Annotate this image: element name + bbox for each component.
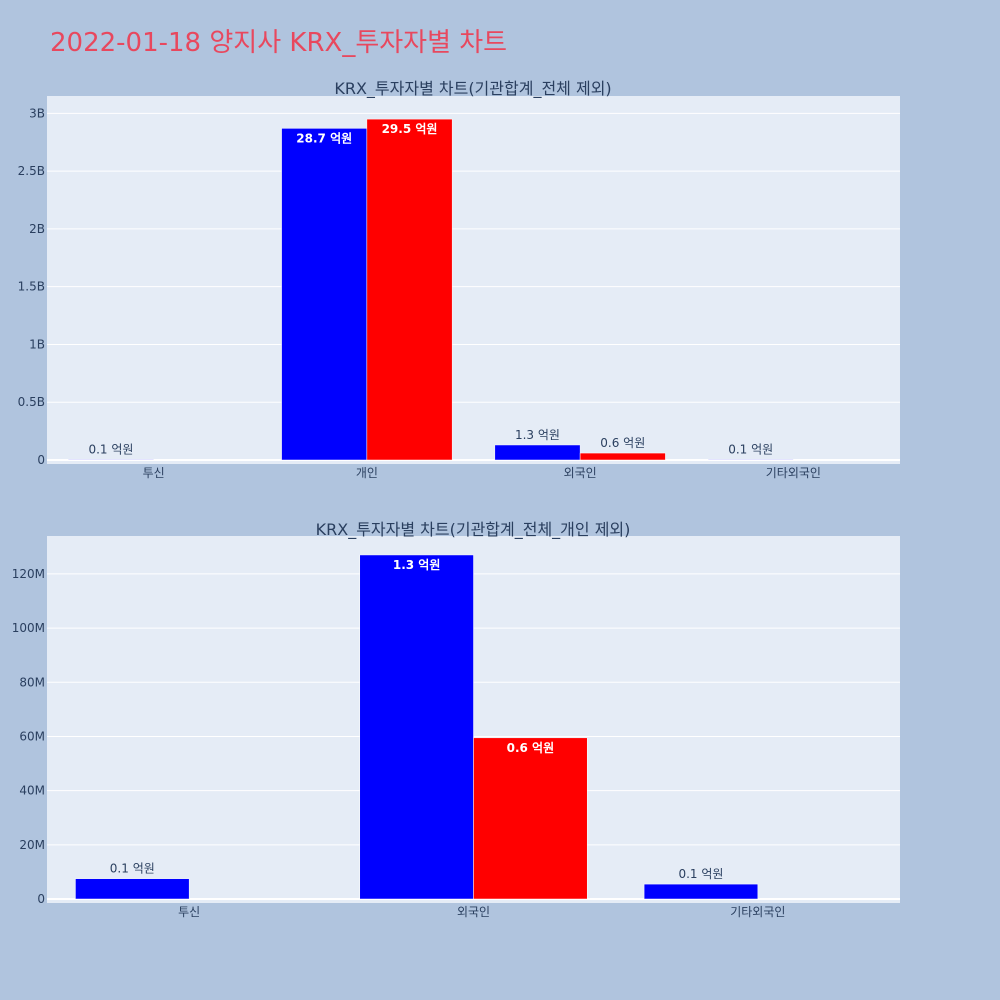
x-tick-label: 투신 — [143, 466, 165, 480]
bar — [494, 444, 581, 461]
data-label: 0.1 억원 — [728, 442, 773, 456]
bar — [579, 452, 666, 461]
y-tick-label: 1B — [29, 337, 45, 351]
y-tick-label: 2B — [29, 222, 45, 236]
y-tick-label: 2.5B — [18, 164, 45, 178]
bar — [68, 459, 154, 461]
data-label: 0.6 억원 — [600, 436, 645, 450]
data-label: 0.1 억원 — [678, 867, 723, 881]
x-tick-label: 외국인 — [564, 466, 597, 480]
data-label: 28.7 억원 — [296, 131, 352, 145]
bar — [75, 878, 190, 900]
chart-panel-2: 0 20M 40M 60M 80M 100M 120M KRX_투자자별 차트(기관합계_전체… — [12, 520, 900, 919]
bar — [473, 737, 588, 900]
chart-title: KRX_투자자별 차트(기관합계_전체_개인 제외) — [316, 520, 631, 540]
x-tick-label: 외국인 — [457, 905, 490, 919]
chart-panel-1: 0 0.5B 1B 1.5B 2B 2.5B 3B KRX_투자자별 차트(기관합계_전체 제… — [18, 79, 900, 480]
y-tick-label: 60M — [19, 729, 45, 743]
data-label: 29.5 억원 — [382, 122, 438, 136]
y-tick-label: 0.5B — [18, 395, 45, 409]
bar — [366, 118, 453, 461]
bar — [281, 128, 368, 461]
data-label: 0.1 억원 — [88, 442, 133, 456]
x-tick-label: 투신 — [178, 905, 200, 919]
bar — [643, 883, 759, 900]
data-label: 1.3 억원 — [393, 558, 441, 572]
y-tick-label: 40M — [19, 784, 45, 798]
data-label: 1.3 억원 — [515, 428, 560, 442]
y-tick-label: 0 — [37, 453, 45, 467]
y-tick-label: 80M — [19, 675, 45, 689]
bar — [707, 459, 794, 461]
page-title: 2022-01-18 양지사 KRX_투자자별 차트 — [50, 28, 508, 58]
plot-area — [47, 96, 900, 464]
bar — [359, 554, 474, 900]
x-tick-label: 개인 — [356, 466, 378, 480]
y-tick-label: 0 — [37, 892, 45, 906]
y-tick-label: 120M — [12, 567, 45, 581]
data-label: 0.6 억원 — [507, 741, 555, 755]
y-tick-label: 20M — [19, 838, 45, 852]
data-label: 0.1 억원 — [110, 862, 155, 876]
chart-title: KRX_투자자별 차트(기관합계_전체 제외) — [334, 79, 611, 99]
x-tick-label: 기타외국인 — [730, 905, 785, 919]
y-tick-label: 100M — [12, 621, 45, 635]
y-tick-label: 3B — [29, 106, 45, 120]
x-tick-label: 기타외국인 — [766, 466, 821, 480]
y-tick-label: 1.5B — [18, 280, 45, 294]
